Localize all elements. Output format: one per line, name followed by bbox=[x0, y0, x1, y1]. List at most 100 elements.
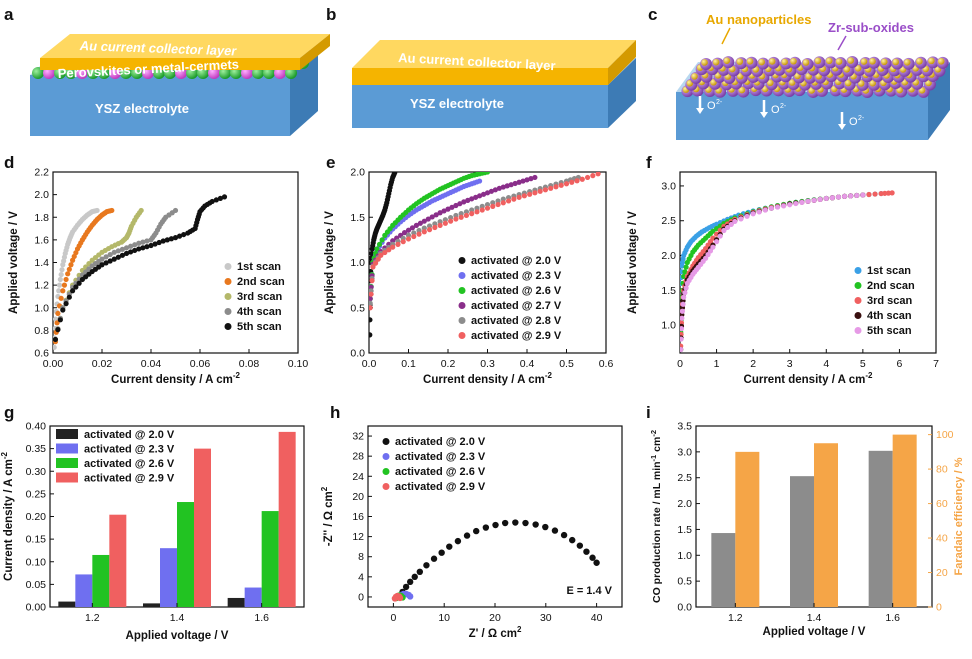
au-nanoparticle bbox=[903, 59, 911, 66]
data-point bbox=[369, 278, 375, 284]
data-point bbox=[379, 237, 385, 243]
y-tick-label: 1.0 bbox=[34, 302, 49, 314]
legend-marker bbox=[458, 332, 466, 339]
y-tick-label: 3.0 bbox=[661, 180, 676, 192]
data-point bbox=[465, 197, 471, 203]
data-point bbox=[172, 207, 179, 214]
data-point bbox=[119, 246, 126, 252]
data-point bbox=[866, 191, 872, 198]
data-point bbox=[854, 192, 860, 199]
data-point bbox=[569, 536, 576, 544]
data-point bbox=[724, 224, 731, 231]
y-tick-label: 0.35 bbox=[26, 443, 47, 455]
legend-marker bbox=[382, 453, 390, 460]
data-point bbox=[417, 220, 423, 226]
y-tick-label: 1.5 bbox=[677, 524, 692, 536]
x-axis-title: Current density / A cm-2 bbox=[744, 371, 874, 386]
x-tick-label: 0.4 bbox=[520, 358, 535, 370]
legend-marker bbox=[458, 317, 466, 324]
au-nanoparticle bbox=[916, 57, 923, 65]
y-tick-label: 1.6 bbox=[34, 234, 49, 246]
y-tick-label: 1.0 bbox=[350, 257, 365, 269]
au-nanoparticle bbox=[802, 59, 810, 66]
data-point bbox=[60, 307, 66, 313]
series-5 bbox=[680, 192, 866, 353]
y-axis-title: Applied voltage / V bbox=[8, 211, 20, 314]
oxygen-ion-2: O 2- bbox=[760, 100, 787, 118]
data-point bbox=[372, 260, 379, 266]
legend-label: activated @ 2.0 V bbox=[471, 255, 562, 267]
data-point bbox=[156, 239, 162, 246]
legend-label: activated @ 2.3 V bbox=[471, 270, 562, 282]
au-nanoparticle bbox=[723, 57, 731, 64]
data-point bbox=[123, 250, 130, 257]
series-1 bbox=[396, 519, 600, 600]
data-point bbox=[841, 193, 848, 199]
data-point bbox=[99, 262, 105, 268]
chart-e: 0.0 0.1 0.2 0.3 0.4 0.5 0.6 0.0 0.5 1.0 1.5 2.0 Curr… bbox=[324, 167, 613, 387]
data-point bbox=[558, 182, 564, 188]
legend-marker bbox=[224, 308, 232, 315]
au-nanoparticle bbox=[781, 58, 788, 66]
y-axis-title: Current density / A cm-2 bbox=[0, 451, 15, 581]
data-point bbox=[520, 178, 526, 184]
data-point bbox=[430, 555, 438, 562]
y-tick-label: 0.5 bbox=[677, 576, 692, 588]
data-point bbox=[768, 205, 775, 211]
data-point bbox=[409, 225, 416, 231]
data-point bbox=[683, 285, 689, 291]
illustration-a: Au current collector layer Perovskites o… bbox=[30, 34, 330, 136]
data-point bbox=[524, 177, 530, 183]
data-point bbox=[441, 208, 447, 214]
data-point bbox=[416, 568, 424, 576]
data-point bbox=[406, 578, 414, 586]
data-point bbox=[432, 221, 438, 227]
legend-label: 1st scan bbox=[237, 261, 281, 273]
data-point bbox=[59, 267, 65, 273]
data-point bbox=[370, 264, 376, 270]
data-point bbox=[65, 271, 71, 277]
data-point bbox=[454, 537, 462, 545]
data-point bbox=[589, 554, 596, 561]
data-point bbox=[744, 213, 750, 219]
data-point bbox=[369, 291, 374, 297]
data-point bbox=[369, 296, 373, 302]
panel-label-c: c bbox=[648, 5, 657, 24]
series-3 bbox=[680, 190, 895, 349]
legend-label: activated @ 2.0 V bbox=[395, 436, 486, 448]
data-point bbox=[172, 235, 179, 241]
label-ysz-a: YSZ electrolyte bbox=[95, 101, 189, 116]
data-point bbox=[501, 519, 509, 527]
oxygen-ion-label: O bbox=[771, 104, 780, 116]
data-points bbox=[391, 519, 600, 602]
legend-label: activated @ 2.6 V bbox=[471, 285, 562, 297]
data-point bbox=[595, 172, 601, 177]
x-tick-label: 2 bbox=[750, 358, 756, 370]
data-point bbox=[107, 251, 113, 258]
y-tick-label: 2.5 bbox=[661, 215, 676, 227]
x-tick-label: 0.3 bbox=[480, 358, 495, 370]
data-point bbox=[680, 315, 685, 321]
data-point bbox=[492, 187, 498, 193]
data-point bbox=[390, 244, 396, 250]
data-point bbox=[484, 190, 491, 196]
data-point bbox=[537, 188, 543, 194]
bar bbox=[278, 431, 296, 607]
au-nanoparticle bbox=[758, 58, 765, 66]
bar bbox=[143, 603, 160, 607]
series-3 bbox=[369, 172, 491, 302]
data-point bbox=[516, 194, 522, 200]
series-5 bbox=[369, 174, 581, 306]
series-1 bbox=[680, 190, 884, 286]
data-point bbox=[438, 549, 445, 556]
legend-marker bbox=[458, 287, 466, 294]
data-point bbox=[512, 180, 518, 187]
series-1 bbox=[53, 207, 100, 350]
data-point bbox=[522, 519, 529, 527]
legend-label: 2nd scan bbox=[237, 276, 285, 288]
bar bbox=[892, 434, 917, 607]
data-point bbox=[728, 221, 734, 228]
y-axis-title-superscript: -2 bbox=[0, 451, 9, 459]
panel-label-i: i bbox=[646, 403, 651, 422]
oxygen-ion-3: O 2- bbox=[838, 112, 865, 130]
